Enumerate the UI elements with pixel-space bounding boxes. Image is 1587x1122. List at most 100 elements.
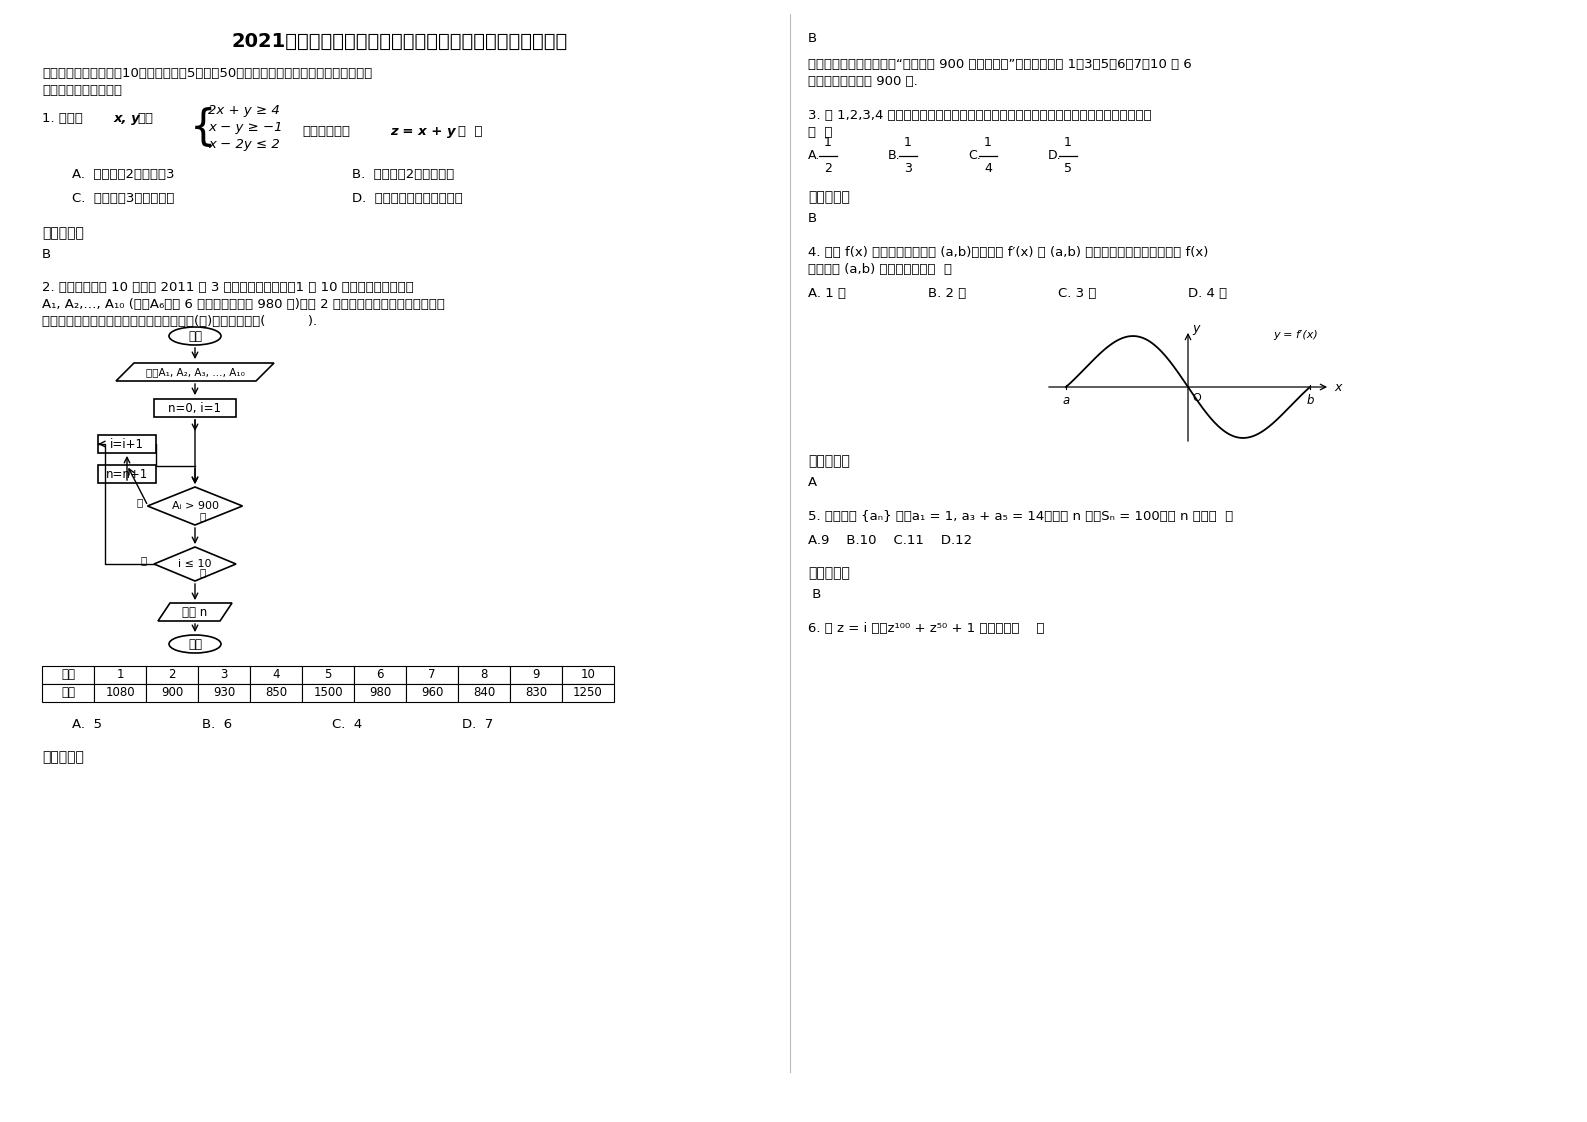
- Text: 840: 840: [473, 687, 495, 699]
- Text: 4: 4: [273, 669, 279, 681]
- Text: 在开区间 (a,b) 内有极小值点（  ）: 在开区间 (a,b) 内有极小值点（ ）: [808, 263, 952, 276]
- Text: C.  4: C. 4: [332, 718, 362, 732]
- Text: 960: 960: [421, 687, 443, 699]
- Bar: [406, 666, 459, 684]
- Text: 1: 1: [824, 136, 832, 149]
- Bar: [251, 666, 302, 684]
- Polygon shape: [154, 548, 236, 581]
- Text: 2: 2: [168, 669, 176, 681]
- Bar: [302, 684, 354, 702]
- Ellipse shape: [168, 635, 221, 653]
- Bar: [354, 684, 406, 702]
- Text: 5. 等差数列 {aₙ} 中，a₁ = 1, a₃ + a₅ = 14，其前 n 项和Sₙ = 100，则 n 等于（  ）: 5. 等差数列 {aₙ} 中，a₁ = 1, a₃ + a₅ = 14，其前 n…: [808, 511, 1233, 523]
- Text: A.  有最小倱2，最大倱3: A. 有最小倱2，最大倱3: [71, 168, 175, 181]
- Text: B: B: [808, 33, 817, 45]
- Text: 2: 2: [824, 162, 832, 175]
- Text: A. 1 个: A. 1 个: [808, 287, 846, 300]
- Text: 2x + y ≥ 4: 2x + y ≥ 4: [208, 104, 279, 117]
- Text: 4: 4: [984, 162, 992, 175]
- Text: 产量: 产量: [60, 687, 75, 699]
- Text: 是: 是: [136, 497, 143, 507]
- Text: D.: D.: [1047, 148, 1062, 162]
- Text: 930: 930: [213, 687, 235, 699]
- Text: 是: 是: [141, 555, 148, 565]
- Text: 开始: 开始: [187, 330, 202, 342]
- Text: 参考答案：: 参考答案：: [41, 749, 84, 764]
- Text: C.: C.: [968, 148, 981, 162]
- Bar: [41, 684, 94, 702]
- Text: 个车间的产量大于 900 件.: 个车间的产量大于 900 件.: [808, 75, 917, 88]
- Text: 1500: 1500: [313, 687, 343, 699]
- Bar: [302, 666, 354, 684]
- Text: C.  有最大倱3，无最小值: C. 有最大倱3，无最小值: [71, 192, 175, 205]
- Text: 5: 5: [324, 669, 332, 681]
- Text: x: x: [1335, 380, 1341, 394]
- Text: 8: 8: [481, 669, 487, 681]
- Text: 10: 10: [581, 669, 595, 681]
- Text: B.: B.: [889, 148, 901, 162]
- Text: （  ）: （ ）: [459, 125, 482, 138]
- Text: 3: 3: [221, 669, 227, 681]
- Bar: [41, 666, 94, 684]
- Text: 车间: 车间: [60, 669, 75, 681]
- Text: 7: 7: [428, 669, 436, 681]
- Text: 车间个数的一个算法流程图，那么算法流程(图)输出的结果是(          ).: 车间个数的一个算法流程图，那么算法流程(图)输出的结果是( ).: [41, 315, 317, 328]
- Text: 850: 850: [265, 687, 287, 699]
- Text: 980: 980: [368, 687, 390, 699]
- Bar: [198, 684, 251, 702]
- Text: B: B: [808, 212, 817, 226]
- Text: 参考答案：: 参考答案：: [808, 565, 851, 580]
- Text: 6. 当 z = i 时，z¹⁰⁰ + z⁵⁰ + 1 的值等于（    ）: 6. 当 z = i 时，z¹⁰⁰ + z⁵⁰ + 1 的值等于（ ）: [808, 622, 1044, 635]
- Text: 1. 设实数: 1. 设实数: [41, 112, 83, 125]
- Text: 参考答案：: 参考答案：: [808, 454, 851, 468]
- Text: A: A: [808, 476, 817, 489]
- Text: 一、选择题：本大题內10小题，每小题5分，內50分。在每小题给出的四个选项中，只有: 一、选择题：本大题內10小题，每小题5分，內50分。在每小题给出的四个选项中，只…: [41, 67, 373, 80]
- Bar: [509, 666, 562, 684]
- Bar: [94, 684, 146, 702]
- Text: i=i+1: i=i+1: [110, 438, 144, 451]
- Bar: [459, 684, 509, 702]
- Text: 否: 否: [198, 511, 205, 521]
- Text: 3: 3: [905, 162, 913, 175]
- Text: y = f′(x): y = f′(x): [1273, 330, 1317, 340]
- Text: a: a: [1062, 394, 1070, 407]
- Polygon shape: [159, 603, 232, 620]
- Text: Aᵢ > 900: Aᵢ > 900: [171, 502, 219, 511]
- Text: D.  7: D. 7: [462, 718, 494, 732]
- Polygon shape: [148, 487, 243, 525]
- Text: （  ）: （ ）: [808, 126, 833, 139]
- Ellipse shape: [168, 327, 221, 344]
- Text: 1: 1: [984, 136, 992, 149]
- Bar: [198, 666, 251, 684]
- Text: b: b: [1306, 394, 1314, 407]
- Text: 1: 1: [116, 669, 124, 681]
- Bar: [354, 666, 406, 684]
- Text: n=0, i=1: n=0, i=1: [168, 402, 222, 414]
- Text: B. 2 个: B. 2 个: [928, 287, 966, 300]
- Text: A₁, A₂,…, A₁₀ (如：A₆表示 6 号车间的产量为 980 件)，图 2 是统计下表中产量在一定范围内: A₁, A₂,…, A₁₀ (如：A₆表示 6 号车间的产量为 980 件)，图…: [41, 298, 444, 311]
- Text: 输出 n: 输出 n: [183, 606, 208, 618]
- Text: O: O: [1192, 393, 1201, 403]
- Text: C. 3 个: C. 3 个: [1059, 287, 1097, 300]
- Text: 3. 从 1,2,3,4 这四个数中一次随机地取两个数，则其中一个数是另一个数的两倍的概率是: 3. 从 1,2,3,4 这四个数中一次随机地取两个数，则其中一个数是另一个数的…: [808, 109, 1152, 122]
- Text: 6: 6: [376, 669, 384, 681]
- Text: 参考答案：: 参考答案：: [808, 190, 851, 204]
- Text: x, y: x, y: [114, 112, 141, 125]
- Text: 2021年湖南省益阳市新桥乡中学高二数学理模拟试卷含解析: 2021年湖南省益阳市新桥乡中学高二数学理模拟试卷含解析: [232, 33, 568, 50]
- Text: 否: 否: [198, 567, 205, 577]
- Bar: [146, 684, 198, 702]
- Bar: [98, 465, 156, 482]
- Bar: [98, 435, 156, 453]
- Text: 算法流程图输出的结果是“产量大于 900 件的车间数”，从表中可知 1、3、5、6、7、10 八 6: 算法流程图输出的结果是“产量大于 900 件的车间数”，从表中可知 1、3、5、…: [808, 58, 1192, 71]
- Bar: [146, 666, 198, 684]
- Bar: [251, 684, 302, 702]
- Bar: [406, 684, 459, 702]
- Bar: [154, 399, 236, 417]
- Text: B.  有最小倱2，无最大值: B. 有最小倱2，无最大值: [352, 168, 454, 181]
- Text: B.  6: B. 6: [202, 718, 232, 732]
- Bar: [459, 666, 509, 684]
- Bar: [94, 666, 146, 684]
- Text: 9: 9: [532, 669, 540, 681]
- Text: D.  既无最小值，也无最大值: D. 既无最小值，也无最大值: [352, 192, 463, 205]
- Bar: [509, 684, 562, 702]
